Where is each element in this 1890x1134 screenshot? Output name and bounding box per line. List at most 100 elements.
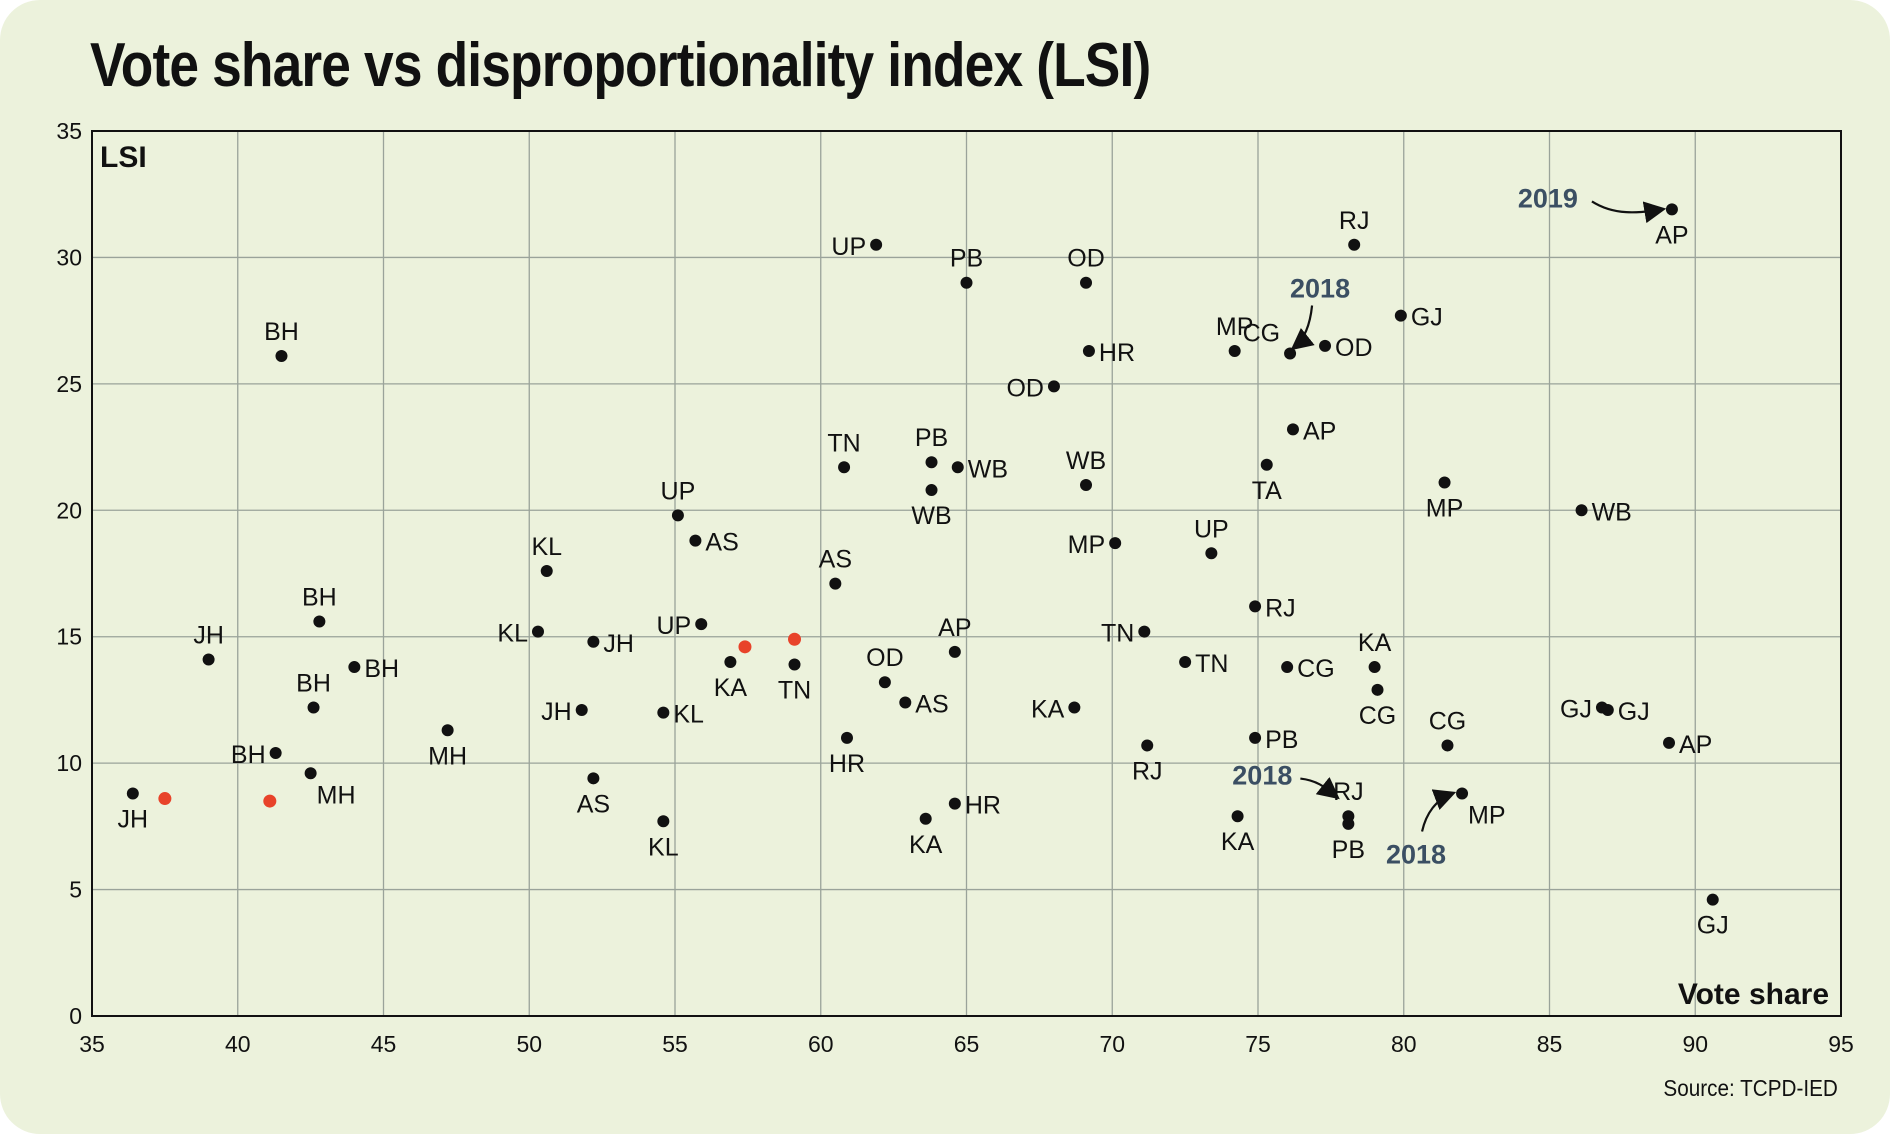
point-label: CG (1429, 707, 1467, 735)
data-point (1228, 344, 1241, 357)
data-point (1319, 339, 1332, 352)
chart-title: Vote share vs disproportionality index (… (90, 31, 1151, 100)
y-tick-label: 15 (56, 624, 82, 650)
point-label: TN (1195, 650, 1228, 678)
point-label: GJ (1697, 912, 1729, 940)
data-point (1441, 739, 1454, 752)
data-point (1706, 893, 1719, 906)
point-label: RJ (1333, 778, 1364, 806)
point-label: JH (603, 630, 634, 658)
data-point (948, 645, 961, 658)
point-label: UP (831, 233, 866, 261)
point-label: CG (1297, 655, 1335, 683)
point-label: HR (1099, 339, 1135, 367)
data-point (1249, 731, 1262, 744)
annotation-arrow (1591, 200, 1667, 224)
point-label: OD (866, 644, 904, 672)
point-label: KA (909, 831, 943, 859)
data-point (304, 767, 317, 780)
data-point (1286, 423, 1299, 436)
x-tick-label: 95 (1828, 1031, 1854, 1057)
data-point (348, 661, 361, 674)
data-point (925, 484, 938, 497)
point-label: TN (827, 429, 860, 457)
x-tick-label: 65 (954, 1031, 980, 1057)
x-tick-label: 80 (1391, 1031, 1417, 1057)
data-point (919, 812, 932, 825)
point-label: AP (1303, 417, 1336, 445)
y-axis-title: LSI (100, 141, 147, 174)
data-point (1368, 661, 1381, 674)
point-label: KL (648, 833, 679, 861)
data-point (1260, 458, 1273, 471)
data-point (1080, 479, 1093, 491)
point-label: PB (950, 245, 983, 273)
point-label: OD (1067, 245, 1105, 273)
annotation-label: 2018 (1232, 761, 1292, 791)
data-point (202, 653, 215, 666)
data-point (269, 747, 282, 760)
point-label: RJ (1132, 757, 1163, 785)
x-tick-label: 45 (371, 1031, 397, 1057)
data-point (788, 658, 801, 671)
data-point (960, 276, 973, 289)
data-point (1456, 787, 1469, 800)
point-label: AS (915, 690, 948, 718)
data-point (1249, 600, 1262, 613)
point-label: PB (1332, 836, 1365, 864)
annotation-arrow (1420, 789, 1457, 832)
data-point (1082, 344, 1095, 357)
x-tick-label: 75 (1245, 1031, 1271, 1057)
y-tick-label: 35 (56, 118, 82, 144)
point-label: JH (193, 621, 224, 649)
data-point (307, 701, 320, 714)
point-label: WB (1592, 498, 1632, 526)
point-label: AS (705, 529, 738, 557)
point-label: TN (778, 677, 811, 705)
x-axis-title: Vote share (1678, 978, 1829, 1011)
annotation-label: 2018 (1386, 839, 1446, 869)
data-point (275, 350, 288, 363)
point-label: MP (1468, 801, 1506, 829)
data-point (1109, 537, 1122, 550)
point-label: KL (673, 701, 704, 729)
data-point (724, 656, 737, 668)
highlighted-point (158, 792, 172, 806)
data-point (1231, 810, 1244, 823)
point-label: BH (231, 741, 266, 769)
point-label: PB (915, 424, 948, 452)
x-tick-label: 40 (225, 1031, 251, 1057)
data-point (1281, 661, 1294, 674)
data-point (575, 704, 588, 717)
point-label: KL (497, 620, 528, 648)
point-label: AP (1655, 221, 1688, 249)
point-label: AP (1679, 731, 1712, 759)
data-point (695, 618, 708, 631)
point-label: OD (1335, 334, 1373, 362)
point-label: BH (302, 584, 337, 612)
data-point (1394, 309, 1407, 322)
data-point (540, 564, 553, 577)
y-tick-label: 20 (56, 497, 82, 523)
tick-labels: 35 40 45 50 55 60 65 70 75 80 85 90 95 0 5 10 15 20 25 30 35 (56, 118, 1853, 1057)
y-tick-label: 30 (56, 244, 82, 270)
data-point (1141, 739, 1154, 752)
point-label: MH (428, 742, 467, 770)
point-label: GJ (1618, 698, 1650, 726)
annotation-arrow (1300, 776, 1340, 800)
data-point (531, 625, 544, 638)
data-point (1068, 701, 1081, 714)
data-point (313, 615, 326, 628)
data-point (1179, 656, 1192, 668)
point-label: BH (296, 670, 331, 698)
data-point (951, 461, 964, 474)
point-label: TA (1252, 477, 1282, 505)
x-tick-label: 60 (808, 1031, 834, 1057)
point-label: AS (819, 546, 852, 574)
annotations: 2019 2018 2018 2018 (1232, 183, 1667, 869)
annotation-label: 2018 (1290, 274, 1350, 304)
data-point (1080, 276, 1093, 289)
data-point (870, 238, 883, 251)
data-point (1601, 704, 1614, 717)
